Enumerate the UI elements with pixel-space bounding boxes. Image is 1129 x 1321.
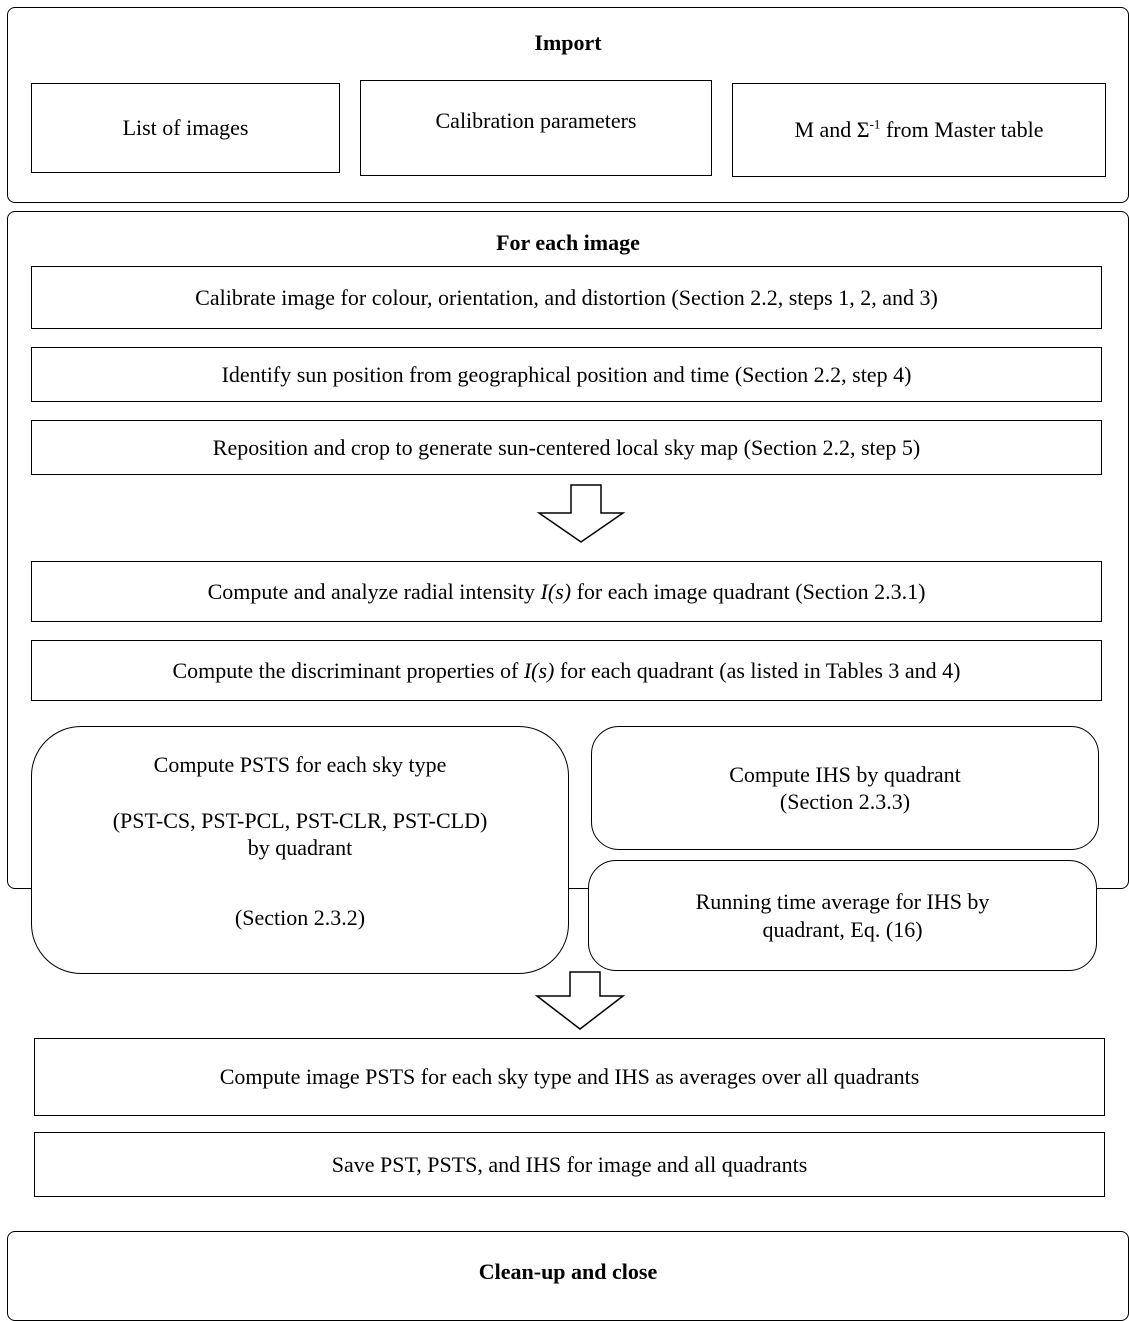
down-arrow-icon <box>536 484 626 543</box>
list-of-images-box: List of images <box>31 83 340 173</box>
radial-intensity-step-box: Compute and analyze radial intensity I(s… <box>31 561 1102 622</box>
calibration-parameters-box: Calibration parameters <box>360 80 712 176</box>
cleanup-panel: Clean-up and close <box>7 1231 1129 1321</box>
running-line-2: quadrant, Eq. (16) <box>762 916 923 942</box>
psts-line-2: (PST-CS, PST-PCL, PST-CLR, PST-CLD) <box>112 807 488 833</box>
down-arrow-icon <box>534 971 626 1030</box>
master-prefix: M and Σ <box>794 117 870 143</box>
master-superscript: -1 <box>869 116 881 132</box>
disc-suffix: for each quadrant (as listed in Tables 3… <box>554 657 961 683</box>
reposition-step-box: Reposition and crop to generate sun-cent… <box>31 420 1102 475</box>
radial-suffix: for each image quadrant (Section 2.3.1) <box>571 578 926 604</box>
calibrate-step-label: Calibrate image for colour, orientation,… <box>195 284 938 310</box>
calibrate-step-box: Calibrate image for colour, orientation,… <box>31 266 1102 329</box>
reposition-step-label: Reposition and crop to generate sun-cent… <box>212 434 921 460</box>
for-each-image-title: For each image <box>496 230 640 255</box>
compute-psts-box: Compute PSTS for each sky type (PST-CS, … <box>31 726 569 974</box>
psts-line-1: Compute PSTS for each sky type <box>153 752 447 777</box>
master-suffix: from Master table <box>880 117 1044 143</box>
running-line-1: Running time average for IHS by <box>695 889 990 914</box>
identify-sun-step-label: Identify sun position from geographical … <box>221 361 912 387</box>
radial-prefix: Compute and analyze radial intensity <box>207 578 541 604</box>
disc-italic: I(s) <box>523 657 555 683</box>
calibration-parameters-label: Calibration parameters <box>435 108 637 134</box>
radial-intensity-step-label: Compute and analyze radial intensity I(s… <box>208 578 926 606</box>
master-table-label: M and Σ-1 from Master table <box>794 116 1043 144</box>
ihs-line-1: Compute IHS by quadrant <box>729 761 961 787</box>
save-step-box: Save PST, PSTS, and IHS for image and al… <box>34 1132 1105 1197</box>
master-table-box: M and Σ-1 from Master table <box>732 83 1106 177</box>
psts-line-3: by quadrant <box>247 835 353 860</box>
cleanup-title: Clean-up and close <box>478 1259 658 1284</box>
list-of-images-label: List of images <box>122 115 249 141</box>
image-psts-step-label: Compute image PSTS for each sky type and… <box>219 1064 920 1090</box>
running-average-box: Running time average for IHS by quadrant… <box>588 860 1097 971</box>
radial-italic: I(s) <box>540 578 572 604</box>
image-psts-step-box: Compute image PSTS for each sky type and… <box>34 1038 1105 1116</box>
psts-line-4: (Section 2.3.2) <box>234 904 366 930</box>
import-title: Import <box>534 30 602 55</box>
discriminant-step-label: Compute the discriminant properties of I… <box>173 657 961 685</box>
discriminant-step-box: Compute the discriminant properties of I… <box>31 640 1102 701</box>
save-step-label: Save PST, PSTS, and IHS for image and al… <box>331 1151 808 1177</box>
identify-sun-step-box: Identify sun position from geographical … <box>31 347 1102 402</box>
ihs-line-2: (Section 2.3.3) <box>779 789 911 814</box>
compute-ihs-box: Compute IHS by quadrant (Section 2.3.3) <box>591 726 1099 850</box>
disc-prefix: Compute the discriminant properties of <box>172 657 524 683</box>
